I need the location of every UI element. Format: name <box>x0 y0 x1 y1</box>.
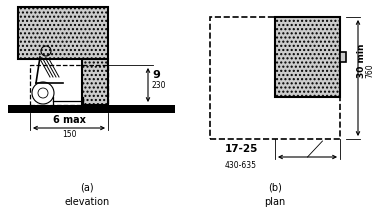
Text: 150: 150 <box>62 130 76 139</box>
Text: 430-635: 430-635 <box>225 161 257 170</box>
Bar <box>340 52 346 62</box>
Bar <box>82 59 108 105</box>
Text: 230: 230 <box>152 81 166 90</box>
Text: 760: 760 <box>366 63 374 78</box>
Bar <box>18 7 108 59</box>
Text: (b)
plan: (b) plan <box>264 183 286 207</box>
Text: (a)
elevation: (a) elevation <box>64 183 110 207</box>
Bar <box>8 105 175 113</box>
Text: 9: 9 <box>152 70 160 80</box>
Text: 30 min: 30 min <box>357 43 366 78</box>
Bar <box>210 17 340 139</box>
Bar <box>30 65 108 105</box>
Text: 17-25: 17-25 <box>225 144 258 154</box>
Bar <box>275 17 340 97</box>
Text: 6 max: 6 max <box>52 115 85 125</box>
